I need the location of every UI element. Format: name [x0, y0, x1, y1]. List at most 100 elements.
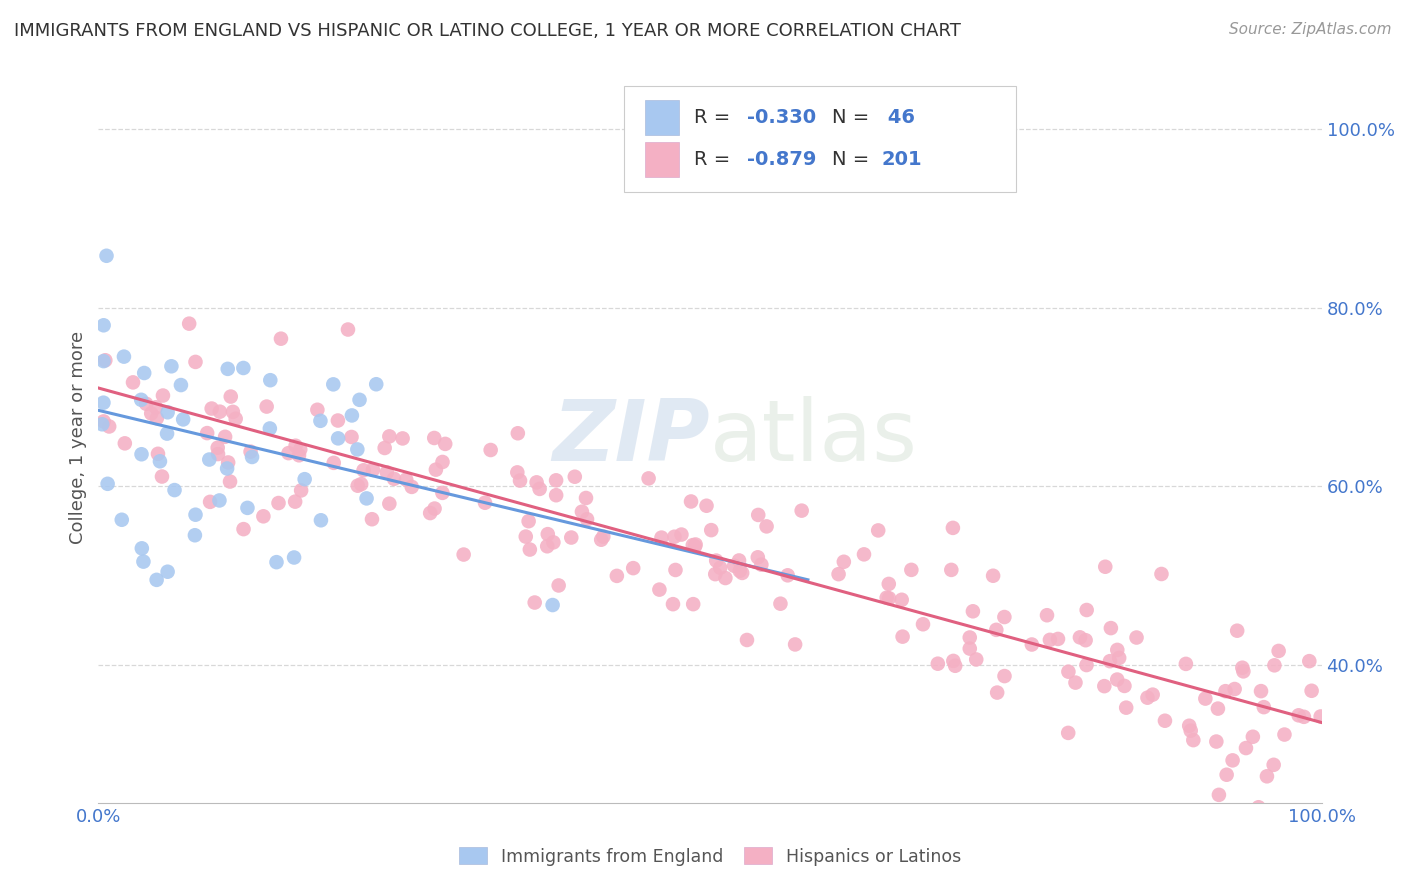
Point: [728, 564, 751, 578]
Point: [322, 456, 344, 470]
Point: [112, 350, 135, 364]
Point: [179, 317, 201, 331]
Point: [731, 566, 754, 580]
Point: [239, 444, 262, 458]
Point: [591, 533, 613, 547]
Point: [135, 397, 157, 411]
Point: [374, 441, 396, 455]
Point: [346, 479, 368, 493]
Text: N =: N =: [832, 108, 876, 127]
Point: [576, 512, 599, 526]
FancyBboxPatch shape: [645, 100, 679, 135]
Point: [1263, 658, 1285, 673]
Point: [356, 491, 378, 506]
Point: [1222, 753, 1244, 767]
Point: [378, 429, 401, 443]
Point: [419, 506, 441, 520]
Point: [284, 494, 307, 508]
Point: [172, 412, 194, 426]
Point: [755, 519, 778, 533]
Point: [217, 362, 239, 376]
Point: [650, 531, 672, 545]
Point: [432, 455, 454, 469]
Point: [890, 592, 912, 607]
Point: [353, 463, 375, 477]
Point: [240, 450, 263, 464]
Point: [423, 431, 446, 445]
Point: [682, 538, 704, 552]
Point: [853, 547, 876, 561]
Point: [523, 595, 546, 609]
Point: [506, 426, 529, 441]
Point: [361, 463, 384, 477]
Point: [509, 474, 531, 488]
Point: [785, 637, 807, 651]
Point: [423, 501, 446, 516]
Text: -0.879: -0.879: [747, 150, 815, 169]
Point: [232, 361, 254, 376]
Point: [217, 455, 239, 469]
Point: [900, 563, 922, 577]
Point: [290, 483, 312, 498]
Point: [232, 522, 254, 536]
Point: [776, 568, 799, 582]
Point: [134, 366, 156, 380]
Point: [564, 469, 586, 483]
Point: [1115, 700, 1137, 714]
Point: [1301, 683, 1323, 698]
Point: [986, 623, 1008, 637]
Point: [959, 631, 981, 645]
Point: [277, 446, 299, 460]
Point: [267, 496, 290, 510]
Point: [1309, 709, 1331, 723]
Point: [942, 521, 965, 535]
Point: [679, 494, 702, 508]
Point: [1194, 691, 1216, 706]
Point: [671, 527, 693, 541]
Point: [1288, 708, 1310, 723]
Point: [252, 509, 274, 524]
Point: [150, 469, 173, 483]
Point: [1114, 679, 1136, 693]
Point: [517, 514, 540, 528]
Point: [1076, 603, 1098, 617]
Point: [592, 530, 614, 544]
Text: Source: ZipAtlas.com: Source: ZipAtlas.com: [1229, 22, 1392, 37]
Point: [575, 491, 598, 505]
Point: [1057, 665, 1080, 679]
Point: [382, 472, 405, 486]
Point: [519, 542, 541, 557]
Text: -0.330: -0.330: [747, 108, 815, 127]
Point: [290, 442, 312, 457]
Point: [962, 604, 984, 618]
Point: [1107, 643, 1129, 657]
Point: [832, 555, 855, 569]
Point: [1094, 559, 1116, 574]
Point: [560, 531, 582, 545]
Point: [941, 563, 963, 577]
Point: [1226, 624, 1249, 638]
Point: [326, 431, 349, 445]
Point: [152, 388, 174, 402]
Point: [747, 508, 769, 522]
Point: [1223, 681, 1246, 696]
Point: [283, 550, 305, 565]
Point: [1208, 788, 1230, 802]
Text: 46: 46: [882, 108, 915, 127]
Point: [1298, 654, 1320, 668]
Text: ZIP: ZIP: [553, 395, 710, 479]
Point: [307, 402, 329, 417]
Point: [927, 657, 949, 671]
Point: [1241, 730, 1264, 744]
Point: [1232, 665, 1254, 679]
FancyBboxPatch shape: [624, 86, 1015, 192]
Point: [735, 632, 758, 647]
Point: [1125, 631, 1147, 645]
Point: [546, 473, 568, 487]
Point: [993, 669, 1015, 683]
Point: [547, 578, 569, 592]
Point: [709, 560, 731, 574]
Point: [198, 495, 221, 509]
Text: N =: N =: [832, 150, 876, 169]
Point: [378, 497, 401, 511]
